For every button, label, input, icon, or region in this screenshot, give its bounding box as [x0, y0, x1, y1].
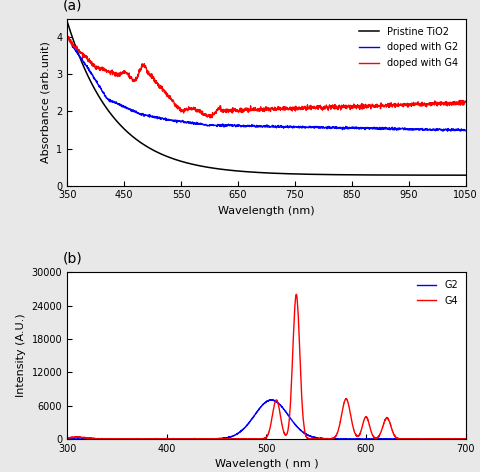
doped with G4	[463, 99, 468, 104]
G4	[232, 436, 238, 442]
G4	[253, 436, 259, 442]
Line: doped with G4: doped with G4	[67, 36, 466, 118]
doped with G2	[291, 124, 297, 130]
Pristine TiO2	[241, 169, 247, 174]
G2	[269, 397, 275, 403]
G4	[64, 435, 70, 441]
G2	[232, 432, 238, 438]
doped with G2	[111, 99, 117, 105]
Pristine TiO2	[463, 172, 468, 178]
G2	[431, 436, 437, 442]
doped with G4	[64, 34, 70, 39]
doped with G2	[233, 123, 239, 129]
doped with G2	[95, 82, 101, 87]
G2	[463, 436, 468, 442]
Line: G4: G4	[67, 295, 466, 439]
Pristine TiO2	[249, 169, 254, 175]
Text: (a): (a)	[63, 0, 83, 12]
G4	[463, 436, 468, 442]
G4	[431, 436, 436, 442]
G2	[235, 431, 240, 437]
G2	[382, 436, 388, 442]
Pristine TiO2	[291, 171, 297, 177]
X-axis label: Wavelength (nm): Wavelength (nm)	[218, 206, 315, 216]
Pristine TiO2	[64, 18, 70, 24]
Legend: G2, G4: G2, G4	[414, 277, 461, 309]
Text: (b): (b)	[63, 252, 83, 266]
doped with G4	[95, 64, 101, 70]
Pristine TiO2	[111, 115, 117, 121]
G4	[235, 436, 240, 442]
Y-axis label: Absorbance (arb.unit): Absorbance (arb.unit)	[40, 41, 50, 163]
G2	[451, 436, 456, 442]
doped with G2	[463, 127, 468, 133]
Pristine TiO2	[233, 168, 239, 174]
X-axis label: Wavelength ( nm ): Wavelength ( nm )	[215, 459, 318, 469]
G2	[354, 436, 360, 442]
doped with G2	[249, 122, 254, 128]
doped with G4	[234, 109, 240, 114]
G4	[293, 292, 299, 297]
doped with G4	[249, 106, 255, 112]
doped with G4	[207, 115, 213, 121]
doped with G4	[111, 70, 117, 76]
doped with G2	[241, 123, 247, 128]
doped with G4	[242, 108, 248, 113]
doped with G2	[444, 128, 450, 134]
doped with G4	[291, 104, 297, 110]
Y-axis label: Intensity (A.U.): Intensity (A.U.)	[16, 314, 26, 397]
Line: Pristine TiO2: Pristine TiO2	[67, 21, 466, 175]
G4	[459, 436, 465, 442]
Line: G2: G2	[67, 400, 466, 439]
Line: doped with G2: doped with G2	[67, 35, 466, 131]
Legend: Pristine TiO2, doped with G2, doped with G4: Pristine TiO2, doped with G2, doped with…	[357, 24, 461, 71]
G2	[64, 436, 70, 441]
G4	[451, 436, 456, 442]
doped with G2	[64, 32, 70, 38]
Pristine TiO2	[95, 92, 101, 98]
G4	[354, 433, 360, 438]
G2	[253, 410, 259, 415]
